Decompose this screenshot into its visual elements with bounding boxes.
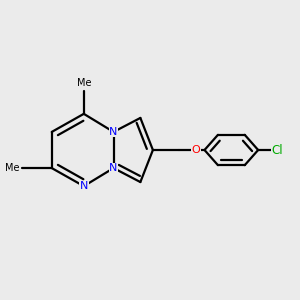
Text: Me: Me xyxy=(76,78,91,88)
Text: O: O xyxy=(191,145,200,155)
Text: Me: Me xyxy=(5,163,20,173)
Text: N: N xyxy=(80,181,88,191)
Text: N: N xyxy=(110,127,118,137)
Text: N: N xyxy=(110,163,118,173)
Text: Cl: Cl xyxy=(272,143,283,157)
